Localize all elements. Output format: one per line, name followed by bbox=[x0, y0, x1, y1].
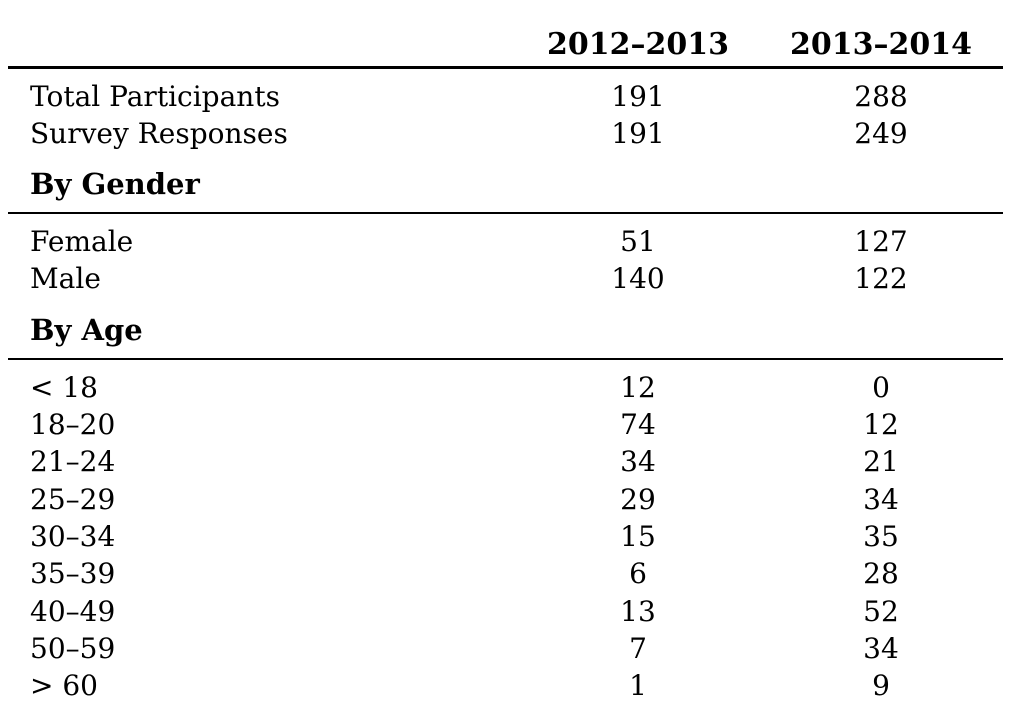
row-value-2012-2013: 51 bbox=[620, 225, 656, 258]
table-row: > 60 1 9 bbox=[0, 667, 1011, 704]
row-value-2013-2014: 34 bbox=[863, 632, 899, 665]
row-value-2013-2014: 0 bbox=[872, 371, 890, 404]
row-value-2013-2014: 288 bbox=[854, 80, 908, 113]
row-value-2012-2013: 140 bbox=[611, 262, 665, 295]
row-label: Female bbox=[30, 225, 134, 258]
column-header-2012-2013: 2012–2013 bbox=[547, 27, 729, 62]
row-label: 40–49 bbox=[30, 595, 116, 628]
table-row: 21–24 34 21 bbox=[0, 443, 1011, 480]
table-row: 30–34 15 35 bbox=[0, 518, 1011, 555]
section-title-age: By Age bbox=[30, 313, 143, 347]
row-value-2013-2014: 249 bbox=[854, 117, 908, 150]
row-label: 30–34 bbox=[30, 520, 116, 553]
row-value-2013-2014: 21 bbox=[863, 445, 899, 478]
row-label: Total Participants bbox=[30, 80, 280, 113]
row-value-2013-2014: 9 bbox=[872, 669, 890, 702]
row-value-2012-2013: 29 bbox=[620, 483, 656, 516]
table-row: 35–39 6 28 bbox=[0, 555, 1011, 592]
table-row: Male 140 122 bbox=[0, 260, 1011, 297]
row-label: 21–24 bbox=[30, 445, 116, 478]
table-header: 2012–2013 2013–2014 bbox=[0, 26, 1011, 63]
row-value-2012-2013: 6 bbox=[629, 557, 647, 590]
row-label: 25–29 bbox=[30, 483, 116, 516]
row-value-2012-2013: 7 bbox=[629, 632, 647, 665]
row-value-2013-2014: 34 bbox=[863, 483, 899, 516]
table-row: 40–49 13 52 bbox=[0, 593, 1011, 630]
table-row: Total Participants 191 288 bbox=[0, 78, 1011, 115]
section-rule-age bbox=[8, 358, 1003, 360]
row-value-2013-2014: 35 bbox=[863, 520, 899, 553]
row-label: 35–39 bbox=[30, 557, 116, 590]
row-value-2013-2014: 28 bbox=[863, 557, 899, 590]
row-value-2012-2013: 191 bbox=[611, 80, 665, 113]
top-rule bbox=[8, 66, 1003, 69]
row-label: Male bbox=[30, 262, 101, 295]
table-row: Female 51 127 bbox=[0, 223, 1011, 260]
table-row: 50–59 7 34 bbox=[0, 630, 1011, 667]
row-value-2012-2013: 34 bbox=[620, 445, 656, 478]
row-label: > 60 bbox=[30, 669, 98, 702]
row-label: Survey Responses bbox=[30, 117, 288, 150]
row-value-2012-2013: 74 bbox=[620, 408, 656, 441]
row-value-2012-2013: 12 bbox=[620, 371, 656, 404]
table-row: < 18 12 0 bbox=[0, 369, 1011, 406]
row-value-2013-2014: 12 bbox=[863, 408, 899, 441]
table-row: 25–29 29 34 bbox=[0, 481, 1011, 518]
row-value-2012-2013: 1 bbox=[629, 669, 647, 702]
row-label: 50–59 bbox=[30, 632, 116, 665]
row-value-2013-2014: 122 bbox=[854, 262, 908, 295]
section-rule-gender bbox=[8, 212, 1003, 214]
row-value-2012-2013: 13 bbox=[620, 595, 656, 628]
table-row: 18–20 74 12 bbox=[0, 406, 1011, 443]
column-header-2013-2014: 2013–2014 bbox=[790, 27, 972, 62]
table-row: Survey Responses 191 249 bbox=[0, 115, 1011, 152]
row-label: 18–20 bbox=[30, 408, 116, 441]
row-value-2012-2013: 191 bbox=[611, 117, 665, 150]
row-value-2012-2013: 15 bbox=[620, 520, 656, 553]
row-value-2013-2014: 127 bbox=[854, 225, 908, 258]
row-value-2013-2014: 52 bbox=[863, 595, 899, 628]
section-title-gender: By Gender bbox=[30, 167, 200, 201]
row-label: < 18 bbox=[30, 371, 98, 404]
